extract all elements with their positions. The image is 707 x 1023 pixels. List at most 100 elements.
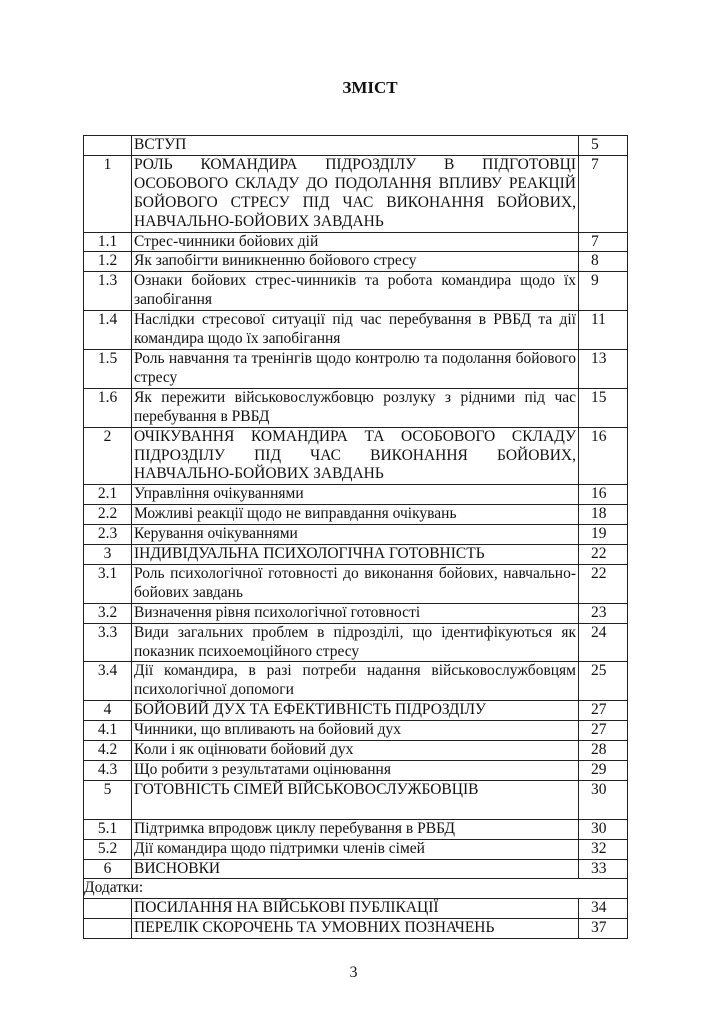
- section-number: 1.6: [83, 387, 132, 428]
- toc-row: 1.1 Стрес-чинники бойових дій 7: [83, 231, 628, 253]
- section-title: Що робити з результатами оцінювання: [131, 760, 579, 781]
- section-number: 1.1: [83, 231, 132, 253]
- page-ref: 37: [578, 918, 628, 940]
- section-number: 2: [83, 426, 132, 486]
- toc-row: 2.3 Керування очікуваннями 19: [83, 524, 628, 546]
- section-title: ПОСИЛАННЯ НА ВІЙСЬКОВІ ПУБЛІКАЦІЇ: [131, 898, 579, 920]
- toc-row: ПЕРЕЛІК СКОРОЧЕНЬ ТА УМОВНИХ ПОЗНАЧЕНЬ 37: [83, 918, 628, 940]
- page-ref: 27: [578, 720, 628, 742]
- toc-row: 4.2 Коли і як оцінювати бойовий дух 28: [83, 740, 628, 761]
- page-ref: 22: [578, 544, 628, 565]
- appendix-label: Додатки:: [83, 878, 628, 900]
- section-title: Визначення рівня психологічної готовност…: [131, 602, 579, 624]
- section-title: Стрес-чинники бойових дій: [131, 231, 579, 253]
- section-title: Керування очікуваннями: [131, 524, 579, 546]
- section-title: Управління очікуваннями: [131, 484, 579, 506]
- section-number: 3: [83, 544, 132, 565]
- section-title: Можливі реакції щодо не виправдання очік…: [131, 504, 579, 526]
- page-ref: 23: [578, 602, 628, 624]
- toc-row: 2.2 Можливі реакції щодо не виправдання о…: [83, 504, 628, 526]
- page-ref: 27: [578, 700, 628, 722]
- page-ref: 9: [578, 271, 628, 312]
- toc-row: 4.1 Чинники, що впливають на бойовий дух 2…: [83, 720, 628, 742]
- section-title: Як пережити військовослужбовцю розлуку з…: [131, 387, 579, 428]
- toc-row: 5 ГОТОВНІСТЬ СІМЕЙ ВІЙСЬКОВОСЛУЖБОВЦІВ 30: [83, 779, 628, 820]
- toc-row: 2.1 Управління очікуваннями 16: [83, 484, 628, 506]
- toc-row: 1.6 Як пережити військовослужбовцю розлук…: [83, 387, 628, 428]
- page-ref: 25: [578, 661, 628, 702]
- page-number: 3: [349, 964, 358, 982]
- section-number: 6: [83, 858, 132, 880]
- page-ref: 24: [578, 622, 628, 663]
- section-title: ВИСНОВКИ: [131, 858, 579, 880]
- page-ref: 30: [578, 818, 628, 840]
- page-ref: 8: [578, 251, 628, 273]
- section-number: 4.1: [83, 720, 132, 742]
- section-title: Підтримка впродовж циклу перебування в Р…: [131, 818, 579, 840]
- section-number: 3.3: [83, 622, 132, 663]
- section-number: 1.2: [83, 251, 132, 273]
- toc-row: 4.3 Що робити з результатами оцінювання 29: [83, 760, 628, 781]
- page-ref: 34: [578, 898, 628, 920]
- section-title: ПЕРЕЛІК СКОРОЧЕНЬ ТА УМОВНИХ ПОЗНАЧЕНЬ: [131, 918, 579, 940]
- section-number: 2.3: [83, 524, 132, 546]
- page-ref: 32: [578, 838, 628, 860]
- toc-row: 3.3 Види загальних проблем в підрозділі, …: [83, 622, 628, 663]
- section-title: Коли і як оцінювати бойовий дух: [131, 740, 579, 761]
- section-number: 1.4: [83, 310, 132, 350]
- section-number: [83, 135, 132, 156]
- page-ref: 7: [578, 231, 628, 253]
- table-of-contents: ВСТУП 5 1 РОЛЬ КОМАНДИРА ПІДРОЗДІЛУ В ПІДГО…: [83, 135, 628, 940]
- toc-row: 1.4 Наслідки стресової ситуації під час п…: [83, 310, 628, 350]
- page-ref: 11: [578, 310, 628, 350]
- toc-row: 4 БОЙОВИЙ ДУХ ТА ЕФЕКТИВНІСТЬ ПІДРОЗДІЛУ 2…: [83, 700, 628, 722]
- page-ref: 7: [578, 154, 628, 233]
- toc-row: 5.1 Підтримка впродовж циклу перебування …: [83, 818, 628, 840]
- section-number: 2.1: [83, 484, 132, 506]
- section-number: 3.2: [83, 602, 132, 624]
- page-ref: 13: [578, 348, 628, 389]
- page-ref: 33: [578, 858, 628, 880]
- toc-row: 1 РОЛЬ КОМАНДИРА ПІДРОЗДІЛУ В ПІДГОТОВЦІ …: [83, 154, 628, 233]
- section-title: Роль психологічної готовності до виконан…: [131, 563, 579, 604]
- section-number: 2.2: [83, 504, 132, 526]
- toc-row: 3.2 Визначення рівня психологічної готовн…: [83, 602, 628, 624]
- toc-row: 3.1 Роль психологічної готовності до вико…: [83, 563, 628, 604]
- toc-row: 1.5 Роль навчання та тренінгів щодо контр…: [83, 348, 628, 389]
- page-ref: 15: [578, 387, 628, 428]
- page-ref: 16: [578, 426, 628, 486]
- section-title: РОЛЬ КОМАНДИРА ПІДРОЗДІЛУ В ПІДГОТОВЦІ О…: [131, 154, 579, 233]
- section-title: Дії командира, в разі потреби надання ві…: [131, 661, 579, 702]
- toc-row: 1.2 Як запобігти виникненню бойового стре…: [83, 251, 628, 273]
- section-number: [83, 898, 132, 920]
- section-number: 4.3: [83, 760, 132, 781]
- toc-row: 3 ІНДИВІДУАЛЬНА ПСИХОЛОГІЧНА ГОТОВНІСТЬ 22: [83, 544, 628, 565]
- section-number: 1.3: [83, 271, 132, 312]
- section-number: [83, 918, 132, 940]
- page-title: ЗМІСТ: [342, 78, 398, 97]
- section-number: 3.1: [83, 563, 132, 604]
- section-title: ОЧІКУВАННЯ КОМАНДИРА ТА ОСОБОВОГО СКЛАДУ…: [131, 426, 579, 486]
- page-ref: 16: [578, 484, 628, 506]
- section-number: 1.5: [83, 348, 132, 389]
- section-number: 4: [83, 700, 132, 722]
- toc-row: ПОСИЛАННЯ НА ВІЙСЬКОВІ ПУБЛІКАЦІЇ 34: [83, 898, 628, 920]
- section-number: 5: [83, 779, 132, 820]
- section-number: 1: [83, 154, 132, 233]
- section-title: Дії командира щодо підтримки членів сіме…: [131, 838, 579, 860]
- page-ref: 18: [578, 504, 628, 526]
- section-title: ВСТУП: [131, 135, 579, 156]
- toc-row: 3.4 Дії командира, в разі потреби надання…: [83, 661, 628, 702]
- section-title: Чинники, що впливають на бойовий дух: [131, 720, 579, 742]
- section-title: ІНДИВІДУАЛЬНА ПСИХОЛОГІЧНА ГОТОВНІСТЬ: [131, 544, 579, 565]
- toc-row: ВСТУП 5: [83, 135, 628, 156]
- page-ref: 28: [578, 740, 628, 761]
- page-ref: 30: [578, 779, 628, 820]
- section-title: Наслідки стресової ситуації під час пере…: [131, 310, 579, 350]
- page-ref: 19: [578, 524, 628, 546]
- section-title: БОЙОВИЙ ДУХ ТА ЕФЕКТИВНІСТЬ ПІДРОЗДІЛУ: [131, 700, 579, 722]
- page-ref: 29: [578, 760, 628, 781]
- page-ref: 22: [578, 563, 628, 604]
- section-number: 5.1: [83, 818, 132, 840]
